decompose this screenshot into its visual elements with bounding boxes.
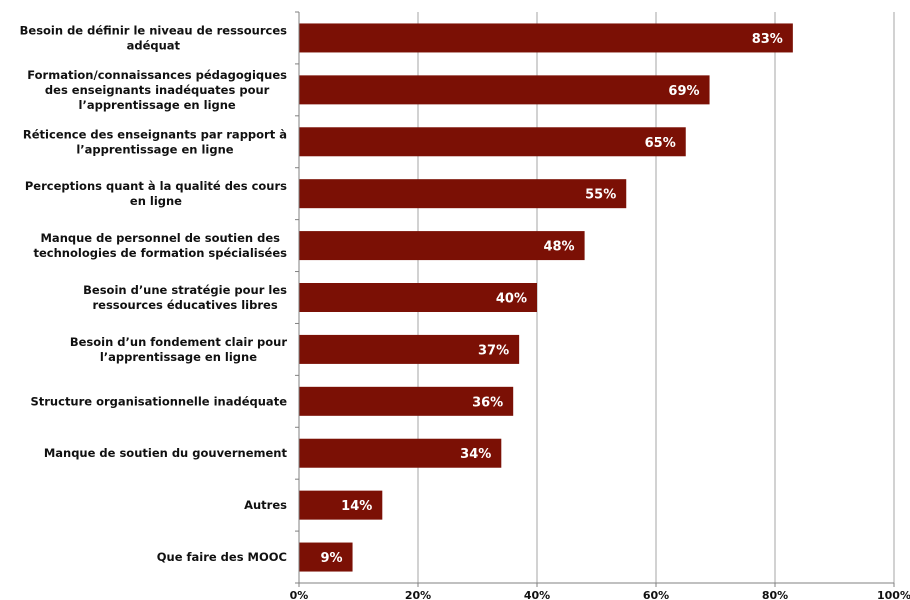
category-label-line: Manque de personnel de soutien des	[40, 231, 280, 245]
x-tick-label: 0%	[290, 589, 309, 600]
category-label: Besoin d’un fondement clair pour l’appren…	[70, 335, 287, 364]
category-label: Structure organisationnelle inadéquate	[30, 394, 287, 408]
category-label-line: ressources éducatives libres	[92, 298, 277, 312]
x-tick-label: 100%	[877, 589, 910, 600]
category-label-line: l’apprentissage en ligne	[100, 350, 257, 364]
data-label: 48%	[543, 240, 574, 255]
category-label-line: technologies de formation spécialisées	[33, 246, 287, 260]
category-label-line: Perceptions quant à la qualité des cours	[25, 179, 287, 193]
category-label-line: des enseignants inadéquates pour	[45, 83, 270, 97]
value-labels: 83% 69% 65% 55% 48% 40% 37% 36% 34% 14% 9%	[320, 32, 782, 566]
category-label-line: Formation/connaissances pédagogiques	[27, 68, 287, 82]
bar	[299, 179, 627, 209]
x-tick-label: 20%	[405, 589, 431, 600]
data-label: 55%	[585, 188, 616, 203]
x-axis-ticks: 0% 20% 40% 60% 80% 100%	[290, 11, 910, 600]
gridlines	[417, 12, 895, 583]
bars	[299, 23, 793, 572]
x-tick-label: 80%	[762, 589, 788, 600]
data-label: 83%	[752, 32, 783, 47]
category-label-line: en ligne	[130, 194, 182, 208]
bar	[299, 438, 502, 468]
category-labels: Besoin de définir le niveau de ressource…	[20, 23, 288, 564]
category-label-line: Besoin d’un fondement clair pour	[70, 335, 287, 349]
bar	[299, 231, 585, 261]
bar	[299, 386, 514, 416]
bar	[299, 127, 686, 157]
data-label: 40%	[496, 292, 527, 307]
category-label-line: Structure organisationnelle inadéquate	[30, 394, 287, 408]
data-label: 65%	[645, 136, 676, 151]
data-label: 37%	[478, 343, 509, 358]
category-label-line: l’apprentissage en ligne	[79, 98, 236, 112]
category-label-line: Autres	[244, 498, 287, 512]
data-label: 69%	[668, 84, 699, 99]
category-label-line: Que faire des MOOC	[157, 550, 287, 564]
category-label-line: l’apprentissage en ligne	[76, 142, 233, 156]
category-label: Besoin d’une stratégie pour les ressource…	[83, 283, 287, 312]
bar	[299, 283, 537, 312]
category-label-line: Besoin de définir le niveau de ressource…	[20, 23, 288, 37]
bar	[299, 334, 520, 364]
data-label: 36%	[472, 395, 503, 410]
bar	[299, 490, 383, 520]
data-label: 9%	[320, 551, 342, 566]
category-label: Besoin de définir le niveau de ressource…	[20, 23, 288, 52]
category-label: Manque de personnel de soutien des techno…	[33, 231, 287, 260]
data-label: 14%	[341, 499, 372, 514]
category-label-line: Réticence des enseignants par rapport à	[23, 127, 287, 141]
x-tick-label: 60%	[643, 589, 669, 600]
category-label-line: Besoin d’une stratégie pour les	[83, 283, 287, 297]
x-tick-label: 40%	[524, 589, 550, 600]
category-label: Manque de soutien du gouvernement	[44, 446, 288, 460]
category-label: Formation/connaissances pédagogiques des …	[27, 68, 287, 112]
bar	[299, 75, 710, 105]
category-label: Perceptions quant à la qualité des cours…	[25, 179, 287, 208]
data-label: 34%	[460, 447, 491, 462]
category-label-line: Manque de soutien du gouvernement	[44, 446, 288, 460]
category-label: Que faire des MOOC	[157, 550, 287, 564]
category-label-line: adéquat	[127, 38, 181, 52]
bar	[299, 23, 793, 53]
bar	[299, 542, 353, 572]
category-label: Autres	[244, 498, 287, 512]
